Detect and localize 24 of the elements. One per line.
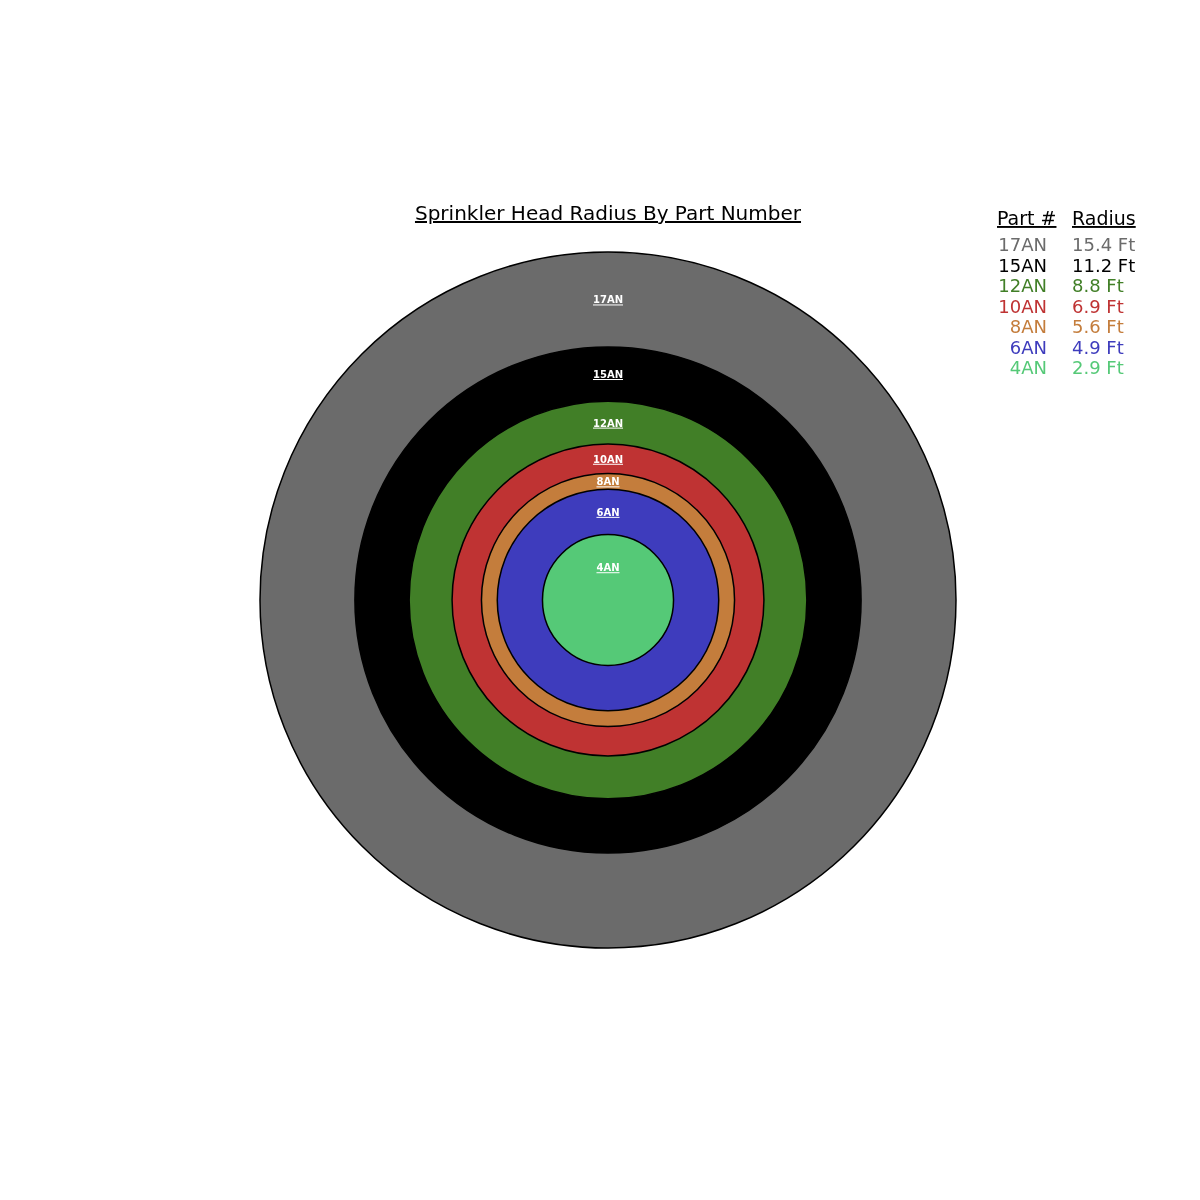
category-label: 10AN	[592, 453, 624, 465]
category-label: 8AN	[1009, 316, 1047, 337]
category-label: 8AN	[596, 476, 620, 488]
category-label: 17AN	[592, 294, 624, 306]
legend-title: Part #	[997, 207, 1057, 229]
category-label: 6AN	[596, 506, 620, 518]
category-label: 17AN	[998, 234, 1047, 255]
category-label: 4AN	[596, 562, 620, 574]
text: Radius	[1072, 207, 1136, 229]
category-label: 10AN	[998, 295, 1047, 317]
data-label: 6.9 Ft	[1072, 295, 1124, 317]
category-label: 6AN	[1009, 336, 1047, 358]
category-label: 15AN	[592, 369, 624, 381]
category-label: 12AN	[998, 275, 1047, 296]
data-label: 5.6 Ft	[1072, 316, 1124, 337]
data-label: 2.9 Ft	[1072, 357, 1124, 378]
data-label: 8.8 Ft	[1072, 275, 1124, 296]
text: Sprinkler Head Radius By Part Number	[414, 201, 802, 225]
data-label: 11.2 Ft	[1072, 254, 1136, 276]
category-label: 12AN	[592, 417, 624, 429]
category-label: 15AN	[998, 254, 1047, 276]
data-label: 15.4 Ft	[1072, 234, 1136, 255]
data-label: 4.9 Ft	[1072, 336, 1124, 358]
category-label: 4AN	[1009, 357, 1047, 378]
